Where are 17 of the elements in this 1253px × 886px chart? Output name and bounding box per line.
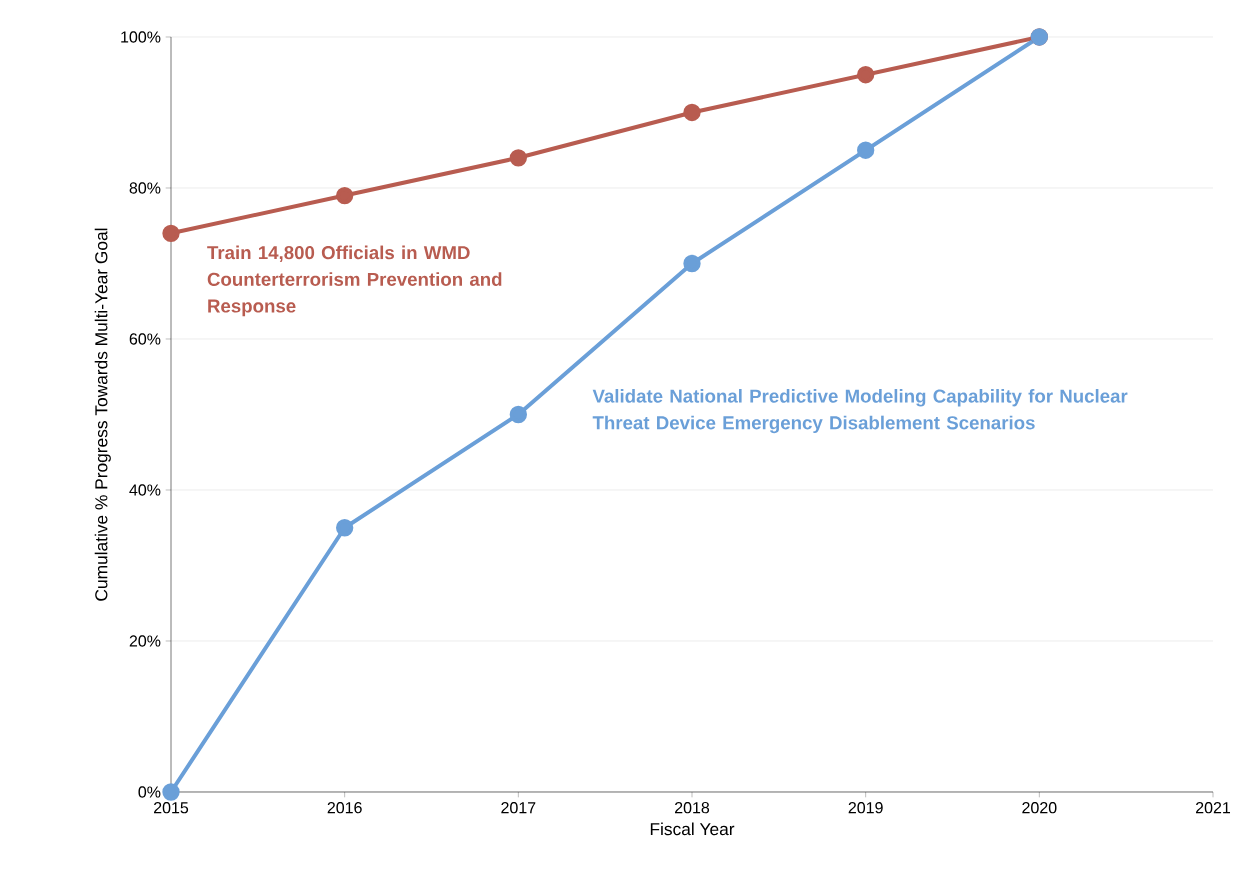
x-tick-label: 2016 — [327, 802, 362, 814]
y-tick-label: 20% — [129, 635, 161, 647]
series-label: Train 14,800 Officials in WMD Counterterrorism Prevention and Response — [207, 245, 502, 317]
series-label: Validate National Predictive Modeling Capability for Nuclear Threat Device Emergency Disablement Scenarios — [592, 389, 1128, 434]
y-tick-label: 100% — [121, 31, 161, 43]
y-axis-title: Cumulative % Progress Towards Multi-Year Goal — [94, 228, 111, 601]
x-tick-label: 2020 — [1022, 802, 1057, 814]
x-tick-label: 2018 — [675, 802, 710, 814]
x-axis-title: Fiscal Year — [650, 822, 735, 836]
y-tick-label: 80% — [129, 182, 161, 194]
y-tick-label: 0% — [138, 786, 161, 798]
y-tick-label: 40% — [129, 484, 161, 496]
x-tick-label: 2019 — [848, 802, 883, 814]
y-tick-label: 60% — [129, 333, 161, 345]
x-tick-label: 2017 — [501, 802, 536, 814]
x-tick-label: 2015 — [154, 802, 189, 814]
x-tick-label: 2021 — [1196, 802, 1231, 814]
